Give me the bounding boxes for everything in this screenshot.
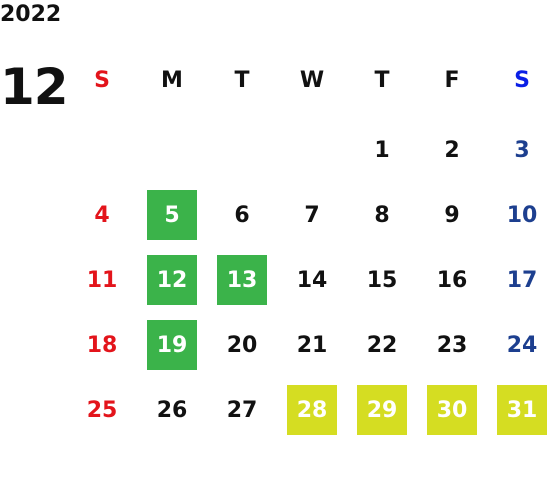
day: 26 — [156, 397, 188, 423]
day: 24 — [506, 332, 538, 358]
year: 2022 — [0, 2, 62, 27]
highlighted-day: 29 — [357, 385, 407, 435]
day: 2 — [444, 137, 460, 163]
day: 15 — [366, 267, 398, 293]
weekday-header: M — [161, 67, 183, 93]
weekday-header: S — [94, 67, 110, 93]
highlighted-day: 19 — [147, 320, 197, 370]
day: 27 — [226, 397, 258, 423]
day: 16 — [436, 267, 468, 293]
highlighted-day: 13 — [217, 255, 267, 305]
day: 22 — [366, 332, 398, 358]
day: 18 — [86, 332, 118, 358]
weekday-header: F — [444, 67, 460, 93]
day: 10 — [506, 202, 538, 228]
day: 20 — [226, 332, 258, 358]
weekday-header: T — [374, 67, 390, 93]
day: 17 — [506, 267, 538, 293]
day: 8 — [374, 202, 390, 228]
highlighted-day: 30 — [427, 385, 477, 435]
highlighted-day: 5 — [147, 190, 197, 240]
day: 7 — [304, 202, 320, 228]
weekday-header: S — [514, 67, 530, 93]
day: 6 — [234, 202, 250, 228]
day: 9 — [444, 202, 460, 228]
highlighted-day: 31 — [497, 385, 547, 435]
day: 21 — [296, 332, 328, 358]
day: 3 — [514, 137, 530, 163]
month: 12 — [0, 58, 69, 116]
highlighted-day: 12 — [147, 255, 197, 305]
highlighted-day: 28 — [287, 385, 337, 435]
weekday-header: W — [299, 67, 325, 93]
weekday-header: T — [234, 67, 250, 93]
day: 11 — [86, 267, 118, 293]
day: 1 — [374, 137, 390, 163]
day: 25 — [86, 397, 118, 423]
day: 14 — [296, 267, 328, 293]
day: 4 — [94, 202, 110, 228]
day: 23 — [436, 332, 468, 358]
